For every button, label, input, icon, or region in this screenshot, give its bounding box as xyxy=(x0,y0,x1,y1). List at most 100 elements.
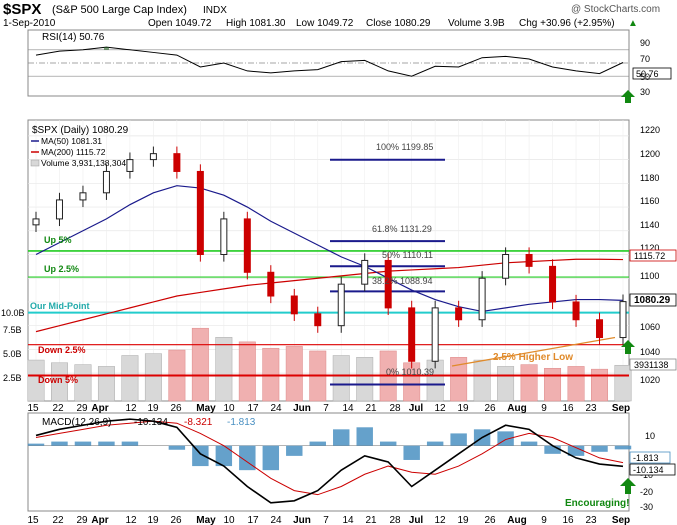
macd-tag-box xyxy=(629,463,676,476)
x-axis-label: 28 xyxy=(389,403,401,414)
x-axis-label: 24 xyxy=(270,403,282,414)
volume-tick-2-5b: 2.5B xyxy=(3,373,22,383)
x-axis-label: 19 xyxy=(147,403,159,414)
volume-bar xyxy=(51,362,68,402)
annotation-up5: Up 5% xyxy=(44,235,72,245)
candle-body xyxy=(32,218,40,226)
candle-body xyxy=(408,307,416,362)
x-axis-label: 22 xyxy=(52,515,64,525)
x-axis-label: Jul xyxy=(409,403,424,414)
candle-body xyxy=(102,170,110,194)
macd-histogram-bar xyxy=(192,445,209,467)
rsi-line xyxy=(35,46,624,77)
candle-body xyxy=(220,218,228,255)
macd-up-arrow-icon xyxy=(620,478,636,494)
macd-panel xyxy=(27,412,630,512)
candle-body xyxy=(549,265,557,303)
x-axis-label: 12 xyxy=(125,515,137,525)
candle-body xyxy=(572,301,580,321)
candle-body xyxy=(619,301,627,339)
macd-tick-minus20: -20 xyxy=(640,487,653,497)
macd-histogram-bar xyxy=(309,441,326,446)
macd-hist-value: -1.813 xyxy=(227,417,256,428)
macd-histogram-bar xyxy=(614,445,632,450)
candle-body xyxy=(478,277,486,321)
macd-histogram-bar xyxy=(98,441,115,446)
volume-bar xyxy=(473,359,491,402)
x-axis-label: 21 xyxy=(365,515,377,525)
higher-low-trendline xyxy=(451,336,616,367)
symbol-name: (S&P 500 Large Cap Index) xyxy=(52,4,187,16)
rsi-tick-50: 50 xyxy=(640,72,650,82)
macd-layer xyxy=(27,418,632,504)
close-value: Close 1080.29 xyxy=(366,18,431,29)
x-axis-label: 29 xyxy=(76,403,88,414)
price-tick-1100: 1100 xyxy=(640,271,659,281)
volume-bar xyxy=(356,357,374,402)
x-axis-label: 26 xyxy=(170,515,182,525)
x-axis-label: Aug xyxy=(507,515,526,525)
price-tick-1040: 1040 xyxy=(640,347,660,357)
fib-label-0: 0% 1010.39 xyxy=(386,367,434,377)
macd-signal-value: -8.321 xyxy=(184,417,213,428)
rsi-tick-70: 70 xyxy=(640,54,650,64)
candle-body xyxy=(502,254,510,279)
macd-tag: -10.134 xyxy=(633,465,664,475)
macd-label: MACD(12,26,9) xyxy=(42,417,111,428)
ma200-tag-box xyxy=(629,249,677,262)
legend-volume: Volume 3,931,138,304 xyxy=(41,158,126,168)
candle-body xyxy=(173,153,181,172)
x-axis-label: 23 xyxy=(585,403,597,414)
macd-histogram-bar xyxy=(567,445,585,456)
macd-histogram-bar xyxy=(286,445,303,456)
x-axis-label: 23 xyxy=(585,515,597,525)
macd-histogram-bar xyxy=(333,429,350,446)
macd-signal-line xyxy=(35,420,624,496)
legend-volume-swatch xyxy=(30,159,40,167)
candle-body xyxy=(314,313,322,327)
rsi-tick-30: 30 xyxy=(640,87,650,97)
rsi-value-tag: 50.76 xyxy=(636,69,659,79)
high-value: High 1081.30 xyxy=(226,18,286,29)
macd-tick-minus30: -30 xyxy=(640,502,653,512)
fib-label-382: 38.2% 1088.94 xyxy=(372,276,433,286)
annotation-up25: Up 2.5% xyxy=(44,264,79,274)
volume-tag: 3931138 xyxy=(634,360,668,370)
macd-histogram-bar xyxy=(544,445,561,454)
rsi-up-arrow-icon xyxy=(621,90,635,103)
volume-bar xyxy=(567,366,585,402)
rsi-layer xyxy=(28,46,629,77)
price-tick-1160: 1160 xyxy=(640,196,659,206)
x-axis-label: 7 xyxy=(323,403,329,414)
price-tag: 1080.29 xyxy=(634,295,671,306)
ma50-line xyxy=(35,185,624,313)
x-axis-label: Sep xyxy=(612,515,630,525)
x-axis-label: 9 xyxy=(541,403,547,414)
volume-bar xyxy=(614,364,632,402)
price-tick-1120: 1120 xyxy=(640,243,659,253)
price-layer xyxy=(28,146,629,386)
ma200-tag: 1115.72 xyxy=(634,251,665,261)
candle-body xyxy=(596,319,604,339)
volume-tick-7-5b: 7.5B xyxy=(3,325,22,335)
annotation-higher-low: 2.5% Higher Low xyxy=(493,352,573,363)
rsi-tick-90: 90 xyxy=(640,38,650,48)
volume-bar xyxy=(544,367,562,402)
macd-hist-tag-box xyxy=(629,451,671,464)
volume-bar xyxy=(74,364,92,402)
candle-body xyxy=(55,199,63,220)
open-value: Open 1049.72 xyxy=(148,18,212,29)
price-tick-1140: 1140 xyxy=(640,220,659,230)
macd-histogram-bar xyxy=(27,443,45,446)
x-axis-label: 17 xyxy=(247,515,259,525)
x-axis-label: 12 xyxy=(125,403,137,414)
rsi-value-tag-box xyxy=(632,67,672,80)
candle-body xyxy=(337,283,345,327)
volume-bar xyxy=(215,337,233,402)
candle-body xyxy=(290,295,298,315)
x-axis-label: 22 xyxy=(52,403,64,414)
annotation-encouraging: Encouraging! xyxy=(565,498,629,509)
volume-bar xyxy=(121,355,139,402)
volume-bar xyxy=(97,366,115,402)
